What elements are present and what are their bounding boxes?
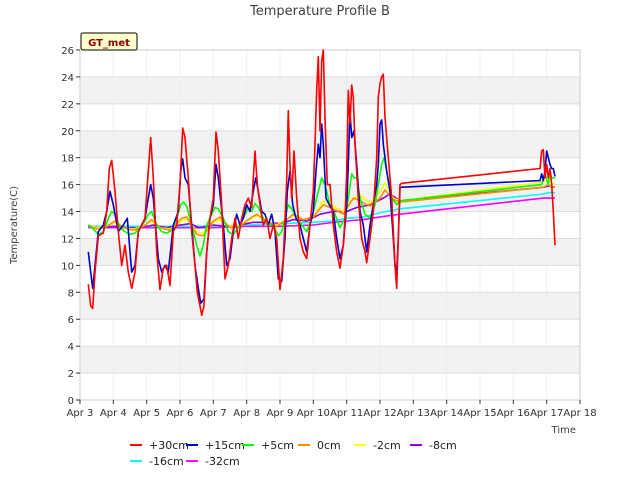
y-tick-label: 22 [61, 100, 74, 111]
x-tick-label: Apr 6 [167, 408, 194, 419]
grid-bands [80, 76, 580, 374]
y-tick-label: 0 [68, 396, 74, 407]
y-tick-label: 12 [61, 234, 74, 245]
y-tick-label: 8 [68, 288, 74, 299]
grid-band [80, 130, 580, 158]
y-tick-label: 16 [61, 181, 74, 192]
y-tick-label: 14 [61, 208, 74, 219]
legend-item: -16cm [130, 455, 184, 468]
grid-band [80, 238, 580, 266]
legend-item: -2cm [354, 439, 401, 452]
legend-item: -8cm [410, 439, 457, 452]
y-axis-label: Temperature(C) [9, 186, 20, 265]
legend-label: +5cm [261, 439, 294, 452]
badge-label: GT_met [88, 38, 130, 49]
y-tick-label: 2 [68, 369, 74, 380]
x-tick-label: Apr 9 [267, 408, 294, 419]
plot-area [79, 49, 581, 401]
x-tick-label: Apr 10 [297, 408, 330, 419]
gt-met-badge: GT_met [80, 32, 138, 51]
legend-item: +30cm [130, 439, 189, 452]
legend-item: -32cm [186, 455, 240, 468]
x-tick-label: Apr 18 [563, 408, 596, 419]
x-tick-label: Apr 4 [100, 408, 127, 419]
badge-box [80, 32, 138, 51]
x-tick-label: Apr 12 [363, 408, 396, 419]
x-tick-label: Apr 7 [200, 408, 227, 419]
series-line-30cm [87, 49, 556, 316]
legend-item: +5cm [242, 439, 294, 452]
x-tick-label: Apr 17 [530, 408, 563, 419]
legend-item: 0cm [298, 439, 341, 452]
y-tick-label: 24 [61, 73, 74, 84]
plot-border [79, 49, 581, 401]
x-tick-label: Apr 14 [430, 408, 463, 419]
legend-label: +30cm [149, 439, 189, 452]
y-tick-label: 18 [61, 154, 74, 165]
x-tick-label: Apr 5 [133, 408, 160, 419]
y-tick-label: 6 [68, 315, 74, 326]
y-tick-label: 10 [61, 261, 74, 272]
grid-band [80, 292, 580, 320]
y-tick-label: 26 [61, 46, 74, 57]
x-tick-label: Apr 13 [397, 408, 430, 419]
x-tick-label: Apr 15 [463, 408, 496, 419]
legend-label: -16cm [149, 455, 184, 468]
x-axis-label: Time [551, 425, 576, 436]
grid-band [80, 346, 580, 374]
x-axis: Apr 3 Apr 4 Apr 5 Apr 6 Apr 7 Apr 8 Apr 9 Apr 1… [67, 400, 597, 419]
x-tick-label: Apr 3 [67, 408, 94, 419]
x-tick-label: Apr 11 [330, 408, 363, 419]
x-tick-label: Apr 16 [497, 408, 530, 419]
legend-label: -8cm [429, 439, 457, 452]
legend-label: -2cm [373, 439, 401, 452]
legend-label: 0cm [317, 439, 341, 452]
y-tick-label: 4 [68, 342, 74, 353]
legend-label: +15cm [205, 439, 245, 452]
legend: +30cm +15cm +5cm 0cm -2cm -8cm -16cm -32cm [130, 439, 457, 468]
legend-label: -32cm [205, 455, 240, 468]
y-tick-label: 20 [61, 127, 74, 138]
series-lines [87, 49, 556, 316]
legend-item: +15cm [186, 439, 245, 452]
x-tick-label: Apr 8 [233, 408, 260, 419]
grid-band [80, 76, 580, 104]
chart-title: Temperature Profile B [249, 4, 390, 19]
